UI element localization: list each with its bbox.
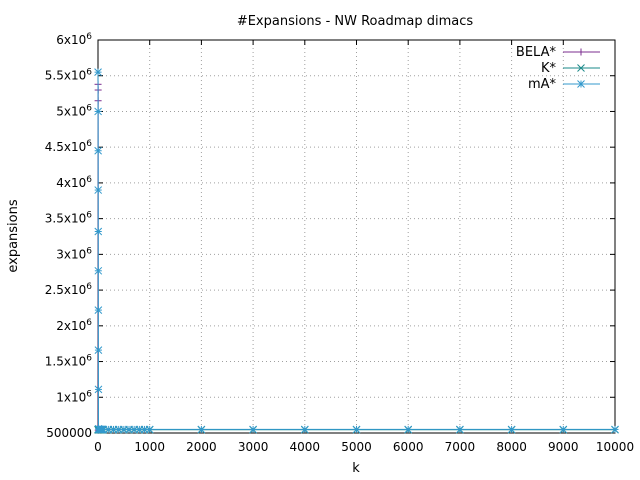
y-tick-label: 4.5x106 (45, 139, 92, 154)
series-ma (95, 69, 619, 433)
y-tick-label: 3.5x106 (45, 211, 92, 226)
y-tick-label: 2x106 (56, 318, 92, 333)
legend-label: K* (541, 61, 557, 76)
series-layer (95, 69, 619, 434)
x-tick-label: 0 (94, 440, 102, 454)
legend-label: mA* (528, 77, 557, 92)
y-tick-label: 4x106 (56, 175, 92, 190)
y-tick-label: 1x106 (56, 389, 92, 404)
x-tick-label: 10000 (596, 440, 634, 454)
y-tick-label: 6x106 (56, 32, 92, 47)
y-tick-label: 1.5x106 (45, 354, 92, 369)
x-axis-label: k (352, 461, 360, 476)
series-line (98, 72, 615, 429)
x-tick-label: 8000 (496, 440, 527, 454)
x-tick-label: 5000 (341, 440, 372, 454)
y-tick-label: 2.5x106 (45, 282, 92, 297)
legend-label: BELA* (516, 45, 557, 60)
y-tick-label: 5x106 (56, 103, 92, 118)
x-tick-label: 2000 (186, 440, 217, 454)
x-tick-label: 4000 (290, 440, 321, 454)
x-tick-label: 7000 (445, 440, 476, 454)
grid (98, 40, 615, 433)
x-tick-label: 1000 (134, 440, 165, 454)
x-tick-label: 3000 (238, 440, 269, 454)
legend: BELA*K*mA* (516, 45, 600, 92)
y-axis-label: expansions (6, 199, 21, 272)
y-tick-label: 500000 (46, 426, 92, 440)
ticks: 0 1000 2000 3000 4000 5000 6000 7000 8000 9000 100… (45, 32, 634, 454)
x-tick-label: 9000 (548, 440, 579, 454)
y-tick-label: 3x106 (56, 246, 92, 261)
chart-title: #Expansions - NW Roadmap dimacs (237, 14, 474, 29)
y-tick-label: 5.5x106 (45, 68, 92, 83)
x-tick-label: 6000 (393, 440, 424, 454)
